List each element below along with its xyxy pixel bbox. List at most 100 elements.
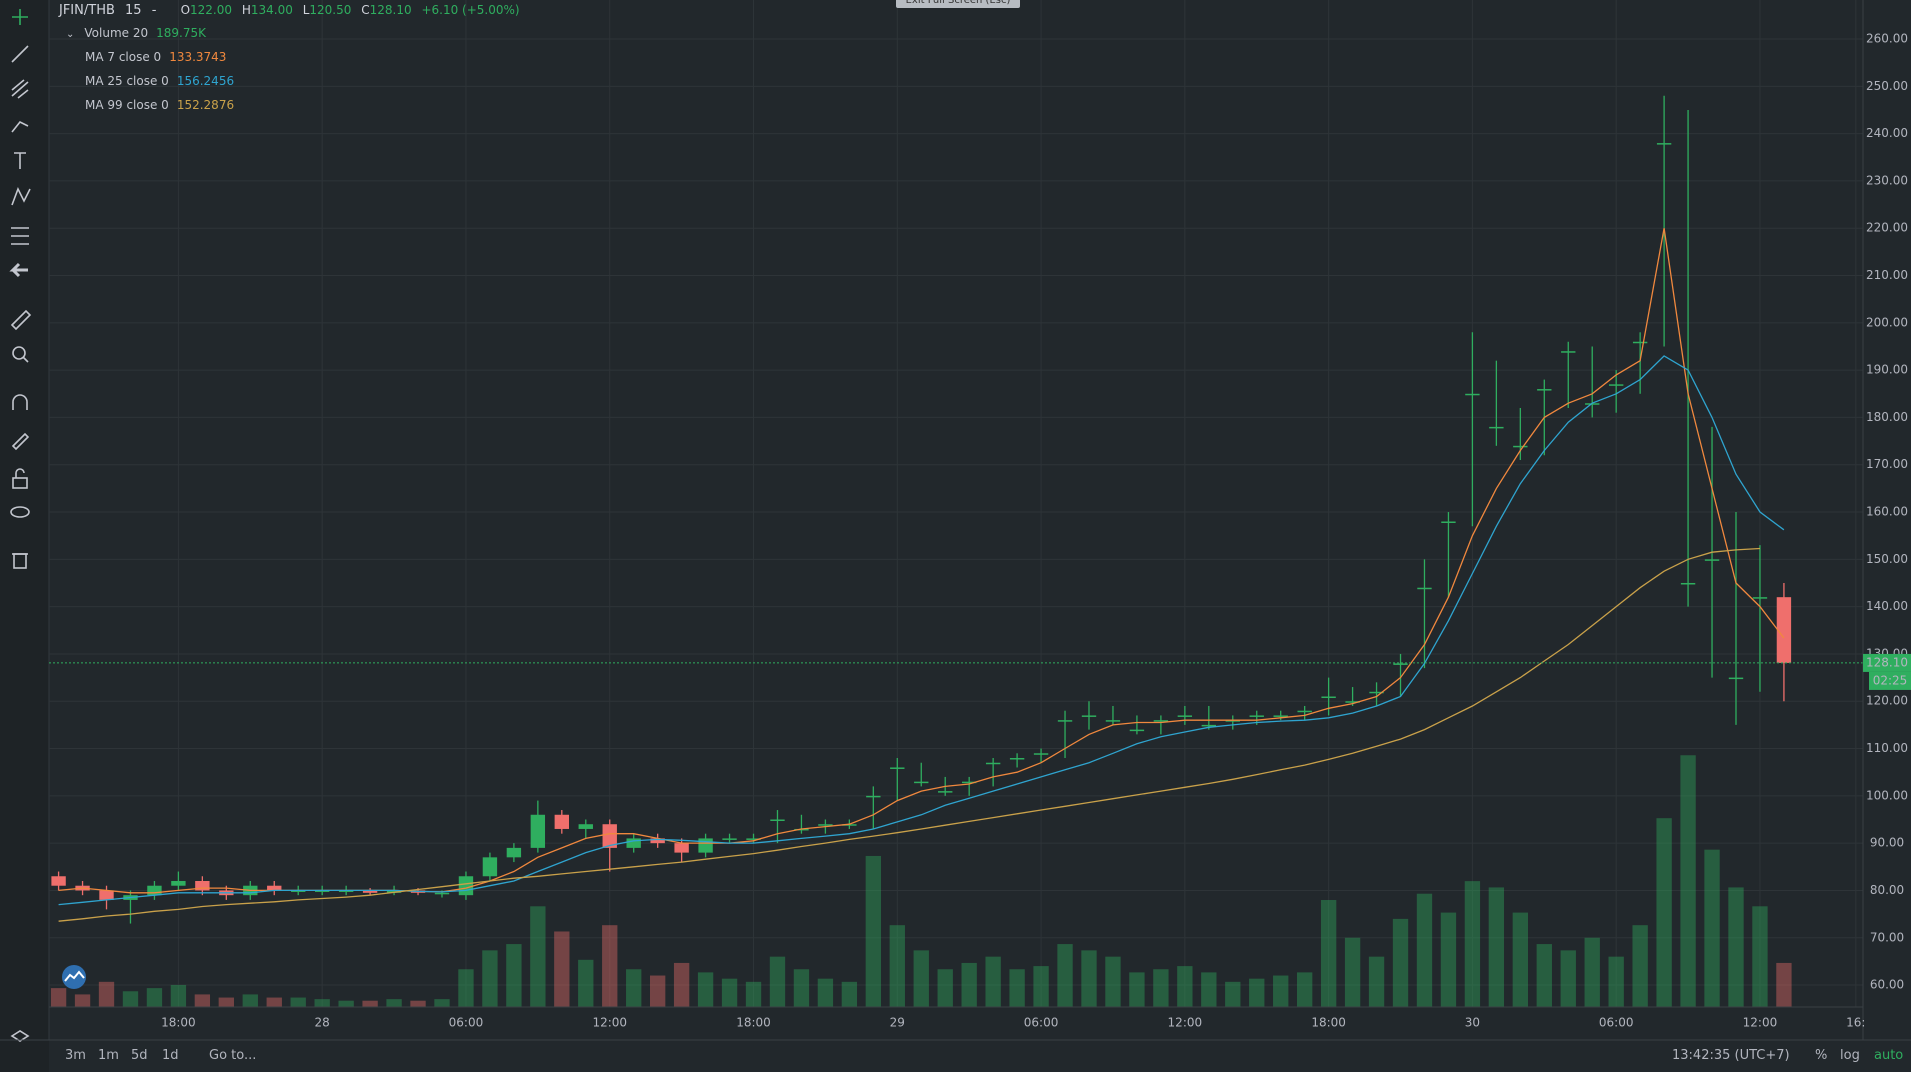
volume-bar (1344, 937, 1361, 1007)
candle-body (171, 880, 186, 886)
volume-bar (1177, 966, 1193, 1007)
candle-body (314, 890, 330, 892)
volume-bar (1632, 925, 1648, 1007)
volume-bar (626, 969, 642, 1007)
range-button[interactable]: 1m (98, 1048, 119, 1063)
volume-bar (1273, 975, 1289, 1007)
ohlc-key: H (241, 3, 251, 17)
range-button[interactable]: 1d (162, 1048, 179, 1063)
volume-bar (410, 1000, 426, 1007)
candle-body (362, 890, 378, 893)
percent-button[interactable]: % (1815, 1048, 1828, 1063)
volume-bar (578, 959, 594, 1007)
y-tick-label: 160.00 (1866, 505, 1908, 519)
exit-hint[interactable]: Exit Full Screen (Esc) (896, 0, 1020, 8)
volume-bar (1033, 966, 1049, 1007)
volume-bar (673, 962, 690, 1007)
y-tick-label: 120.00 (1866, 694, 1908, 708)
volume-bar (170, 984, 187, 1007)
volume-bar (554, 931, 570, 1007)
candle-body (842, 824, 857, 826)
range-button[interactable]: 5d (131, 1048, 148, 1063)
y-tick-label: 90.00 (1870, 836, 1904, 850)
volume-bar (1584, 937, 1600, 1007)
volume-bar (1488, 887, 1505, 1007)
volume-bar (913, 950, 929, 1007)
dash: - (151, 3, 157, 18)
ohlc-key: L (302, 3, 310, 17)
ma-line (58, 547, 1761, 922)
left-toolbar (0, 0, 49, 1072)
y-tick-label: 80.00 (1870, 883, 1904, 897)
volume-bar (817, 978, 834, 1007)
collapse[interactable]: ⌄ (66, 29, 75, 40)
candle-body (626, 838, 641, 848)
y-tick-label: 100.00 (1866, 788, 1908, 802)
candle-body (51, 876, 66, 886)
ohlc-key: O (180, 3, 191, 17)
volume-bar (1656, 818, 1672, 1007)
ohlc-key: C (361, 3, 370, 17)
y-tick-label: 150.00 (1866, 552, 1908, 566)
candle-body (1249, 715, 1264, 717)
candle-body (506, 847, 522, 858)
ma-line (58, 228, 1785, 894)
candle-body (1105, 720, 1121, 722)
volume-bar (841, 981, 858, 1007)
candle-body (1489, 426, 1504, 429)
volume-legend: ⌄ Volume 20 189.75K (66, 26, 206, 40)
price-tag-label: 128.10 (1866, 655, 1908, 669)
volume-bar (50, 988, 67, 1007)
ohlc-value: 134.00 (250, 3, 293, 17)
candle-body (1608, 384, 1624, 386)
volume-bar (1704, 849, 1720, 1007)
volume-bar (1249, 978, 1265, 1007)
log-button[interactable]: log (1840, 1048, 1860, 1063)
candle-body (1513, 445, 1528, 448)
candle-body (818, 824, 833, 826)
x-tick-label: 30 (1465, 1016, 1480, 1030)
interval: 15 (125, 3, 142, 18)
y-tick-label: 200.00 (1866, 315, 1908, 329)
volume-bar (290, 997, 306, 1007)
y-tick-label: 60.00 (1870, 978, 1904, 992)
x-tick-label: 06:00 (1024, 1016, 1059, 1030)
volume-bar (961, 962, 977, 1007)
candle-body (99, 890, 114, 900)
price-axis (1863, 0, 1911, 1040)
candle-body (1129, 729, 1145, 732)
volume-bar (146, 988, 163, 1007)
volume-bar (98, 981, 115, 1007)
x-tick-label: 12:00 (592, 1016, 627, 1030)
candle-body (1081, 715, 1097, 717)
candle-body (938, 791, 953, 793)
volume-bar (1225, 981, 1241, 1007)
change: +6.10 (+5.00%) (421, 3, 520, 17)
volume (50, 755, 1792, 1007)
candle-body (1632, 341, 1648, 344)
symbol-legend: JFIN/THB 15 - O122.00 H134.00 L120.50 C1… (59, 3, 532, 18)
x-tick-label: 18:00 (161, 1016, 196, 1030)
candle-body (434, 892, 450, 895)
candle-body (1033, 753, 1049, 755)
candle-body (1465, 393, 1480, 396)
goto-button[interactable]: Go to... (209, 1048, 257, 1063)
volume-bar (1392, 918, 1409, 1007)
axes: 60.00 70.00 80.00 90.00 100.00 110.00 120.00 13… (161, 32, 1911, 1030)
ma-legend: MA 25 close 0 156.2456 (85, 74, 234, 88)
candle-body (890, 767, 905, 769)
range-button[interactable]: 3m (65, 1048, 86, 1063)
ma-value: 156.2456 (176, 74, 235, 88)
y-tick-label: 140.00 (1866, 599, 1908, 613)
candle-body (602, 824, 617, 848)
x-tick-label: 28 (315, 1016, 330, 1030)
volume-bar (1320, 900, 1337, 1007)
tool-icons[interactable] (9, 9, 32, 1042)
volume-bar (74, 994, 91, 1007)
volume-bar (1536, 944, 1552, 1007)
auto-button[interactable]: auto (1874, 1048, 1904, 1063)
volume-bar (697, 972, 714, 1007)
volume-bar (1608, 956, 1624, 1007)
volume-bar (1728, 887, 1744, 1007)
volume-bar (434, 999, 450, 1007)
